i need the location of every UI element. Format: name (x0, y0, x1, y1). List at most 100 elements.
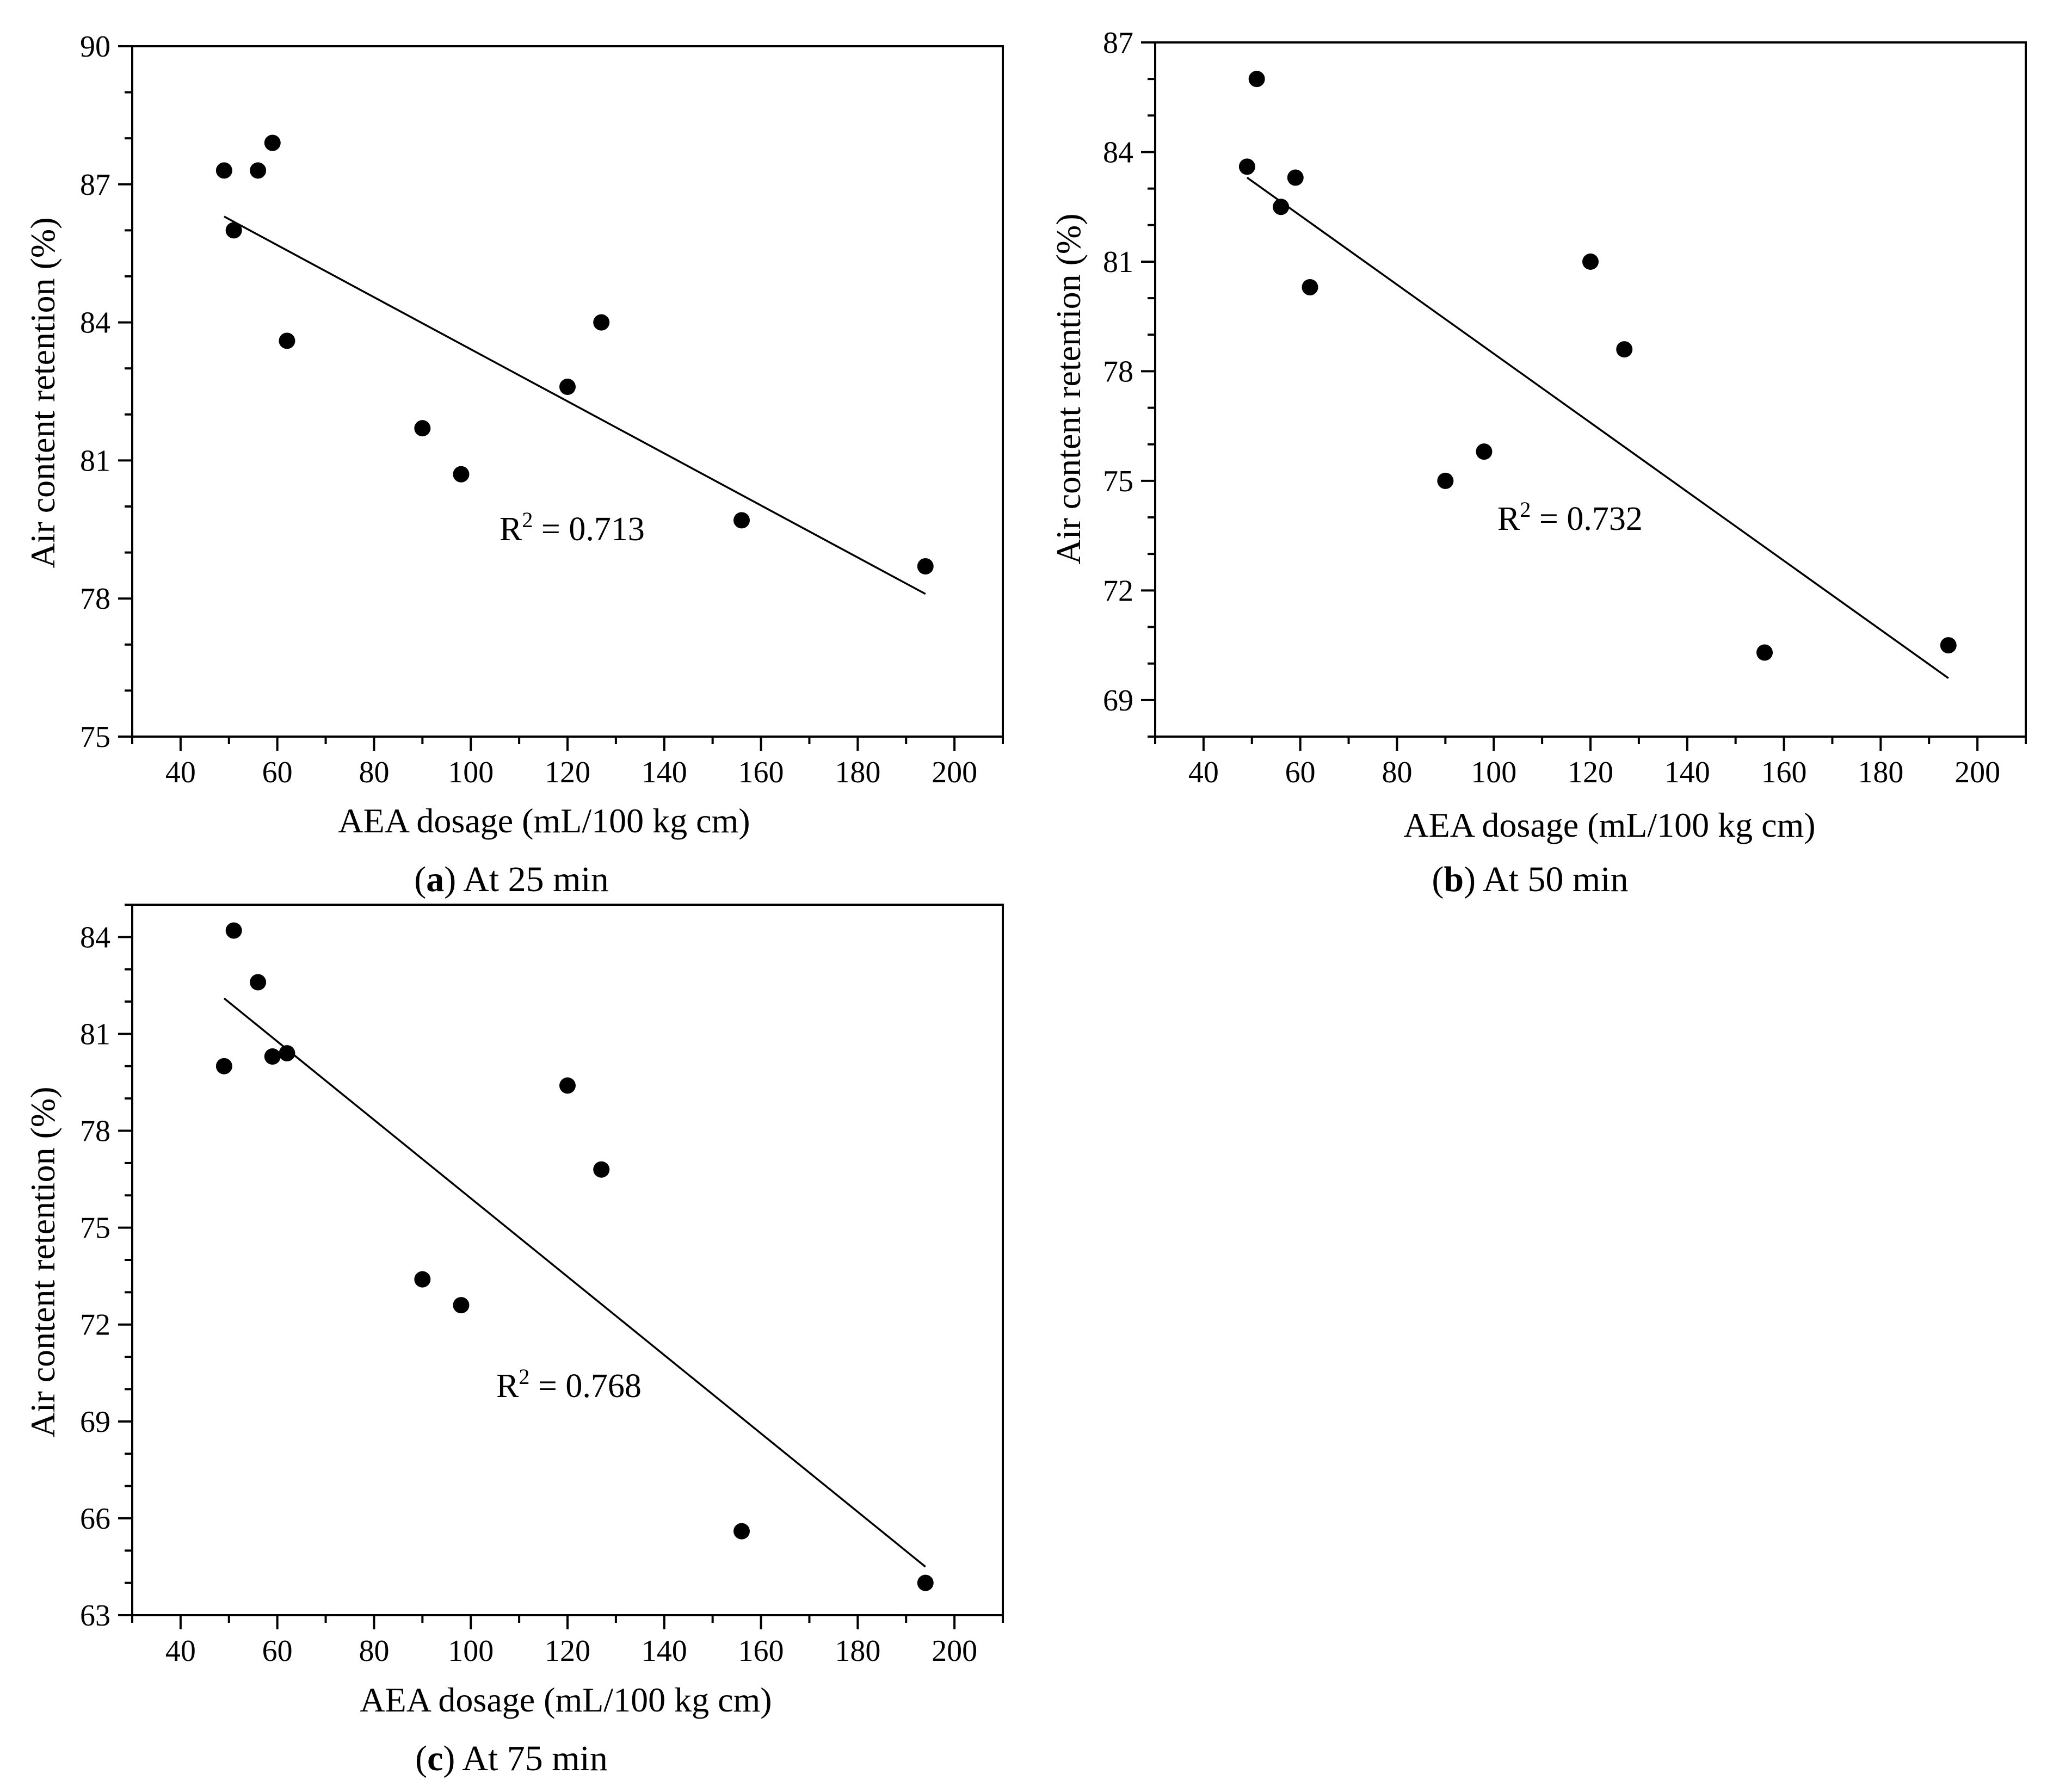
x-tick-label-a: 80 (359, 756, 389, 789)
x-tick-label-b: 60 (1285, 756, 1316, 789)
y-tick-label-c: 63 (80, 1599, 110, 1633)
data-point-c (250, 974, 267, 991)
fit-line-c (223, 997, 926, 1568)
x-tick-label-c: 200 (932, 1634, 977, 1668)
data-point-b (1940, 637, 1957, 654)
plot-area-b: 40 60 80 100 120 140 160 180 200 69 72 75 78 81 84 87 (1103, 26, 2027, 789)
data-point-a (250, 162, 267, 179)
data-point-b (1616, 341, 1633, 358)
data-point-b (1273, 199, 1290, 215)
x-tick-label-c: 160 (738, 1634, 784, 1668)
x-tick-label-a: 200 (932, 756, 977, 789)
plot-frame-c (131, 904, 1004, 1616)
data-point-b (1582, 253, 1599, 270)
data-point-c (559, 1077, 576, 1094)
data-point-b (1302, 279, 1318, 295)
x-tick-label-b: 120 (1568, 756, 1613, 789)
y-axis-label-b: Air content retention (%) (1049, 213, 1088, 564)
plot-frame-b (1154, 41, 2027, 738)
x-tick-label-c: 80 (359, 1634, 389, 1668)
panel-b: 40 60 80 100 120 140 160 180 200 69 72 75 78 81 84 87 R… (1049, 26, 2027, 899)
data-point-c (733, 1523, 750, 1540)
y-tick-label-a: 81 (80, 444, 110, 478)
r2-annotation-c: R2 = 0.768 (496, 1364, 642, 1405)
x-tick-label-b: 160 (1761, 756, 1807, 789)
x-tick-label-c: 180 (835, 1634, 880, 1668)
x-tick-label-b: 180 (1858, 756, 1903, 789)
x-tick-label-c: 60 (262, 1634, 293, 1668)
plot-area-c: 40 60 80 100 120 140 160 180 200 63 66 69 72 75 78 81 84 (80, 904, 1004, 1668)
data-point-a (225, 222, 242, 239)
y-tick-label-c: 81 (80, 1017, 110, 1051)
y-tick-label-b: 81 (1103, 245, 1133, 279)
y-tick-label-b: 72 (1103, 574, 1133, 608)
y-tick-label-a: 75 (80, 720, 110, 754)
x-tick-label-c: 140 (642, 1634, 687, 1668)
y-tick-label-b: 75 (1103, 465, 1133, 498)
y-tick-label-b: 78 (1103, 355, 1133, 388)
data-point-b (1287, 169, 1304, 186)
caption-a: (a) At 25 min (414, 860, 609, 899)
x-tick-label-a: 120 (545, 756, 590, 789)
fit-line-b (1246, 177, 1949, 679)
data-point-a (559, 379, 576, 396)
x-tick-label-a: 180 (835, 756, 880, 789)
x-tick-label-a: 160 (738, 756, 784, 789)
data-point-c (414, 1271, 431, 1288)
data-point-a (593, 314, 610, 331)
x-tick-label-b: 100 (1471, 756, 1516, 789)
data-point-a (733, 512, 750, 529)
y-tick-label-c: 75 (80, 1212, 110, 1245)
data-point-a (453, 466, 470, 483)
x-axis-label-b: AEA dosage (mL/100 kg cm) (1403, 806, 1815, 844)
x-tick-label-c: 120 (545, 1634, 590, 1668)
plot-area-a: 40 60 80 100 120 140 160 180 200 75 78 81 84 87 90 (80, 30, 1004, 789)
x-tick-label-a: 60 (262, 756, 293, 789)
y-axis-label-c: Air content retention (%) (23, 1086, 62, 1437)
x-tick-label-b: 200 (1954, 756, 2000, 789)
y-tick-label-a: 84 (80, 306, 110, 340)
data-point-c (225, 922, 242, 939)
data-point-a (264, 134, 281, 151)
data-point-c (917, 1574, 934, 1591)
data-point-c (453, 1297, 470, 1314)
x-tick-label-c: 40 (165, 1634, 196, 1668)
caption-c: (c) At 75 min (415, 1739, 608, 1778)
y-tick-label-c: 66 (80, 1502, 110, 1536)
data-point-b (1476, 443, 1493, 460)
panel-a: 40 60 80 100 120 140 160 180 200 75 78 81 84 87 90 R2 … (23, 30, 1004, 899)
data-point-a (279, 332, 295, 349)
data-point-b (1248, 71, 1265, 88)
data-point-a (917, 558, 934, 574)
r2-annotation-a: R2 = 0.713 (500, 508, 645, 548)
y-tick-label-c: 72 (80, 1308, 110, 1342)
y-tick-label-b: 69 (1103, 684, 1133, 718)
x-tick-label-b: 140 (1664, 756, 1710, 789)
y-tick-label-c: 78 (80, 1115, 110, 1148)
r2-annotation-b: R2 = 0.732 (1497, 497, 1643, 537)
caption-b: (b) At 50 min (1432, 860, 1628, 899)
y-tick-label-b: 84 (1103, 135, 1133, 169)
data-point-a (414, 420, 431, 437)
x-tick-label-b: 80 (1382, 756, 1412, 789)
data-point-b (1238, 158, 1255, 175)
x-tick-label-b: 40 (1188, 756, 1219, 789)
data-point-c (593, 1161, 610, 1178)
data-point-c (215, 1058, 232, 1074)
data-point-b (1437, 472, 1454, 489)
y-tick-label-c: 69 (80, 1405, 110, 1439)
x-tick-label-c: 100 (448, 1634, 494, 1668)
x-tick-label-a: 40 (165, 756, 196, 789)
x-tick-label-a: 100 (448, 756, 494, 789)
data-point-a (215, 162, 232, 179)
y-tick-label-a: 87 (80, 168, 110, 202)
x-tick-label-a: 140 (642, 756, 687, 789)
panel-c: 40 60 80 100 120 140 160 180 200 63 66 69 72 75 78 81 84… (23, 904, 1004, 1778)
y-axis-label-a: Air content retention (%) (23, 217, 62, 568)
fit-line-a (224, 215, 926, 595)
data-point-c (279, 1045, 295, 1062)
y-tick-label-b: 87 (1103, 26, 1133, 60)
y-tick-label-c: 84 (80, 920, 110, 954)
y-tick-label-a: 78 (80, 582, 110, 616)
